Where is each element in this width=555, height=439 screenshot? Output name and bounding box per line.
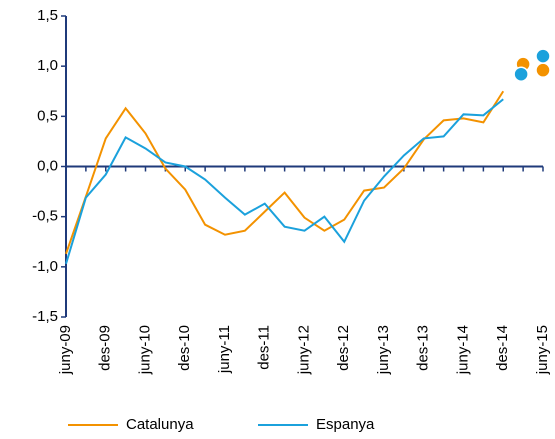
- x-tick-label: des-09: [97, 325, 114, 371]
- series-line: [65, 90, 505, 255]
- x-tick-label: des-11: [256, 325, 273, 370]
- forecast-dot: [535, 62, 551, 78]
- y-tick-label: -1,0: [32, 258, 58, 275]
- x-tick-label: juny-09: [57, 325, 74, 375]
- x-tick-label: juny-10: [136, 325, 153, 375]
- series-line: [65, 98, 504, 265]
- y-tick-label: 1,5: [37, 7, 58, 24]
- y-tick-label: -1,5: [32, 308, 58, 325]
- x-tick-label: des-13: [415, 325, 432, 371]
- forecast-dot: [535, 48, 551, 64]
- forecast-dot: [513, 66, 529, 82]
- x-tick-label: des-12: [335, 325, 352, 371]
- x-tick-label: des-14: [494, 325, 511, 371]
- x-tick-label: des-10: [176, 325, 193, 371]
- x-tick-label: juny-11: [216, 325, 233, 374]
- y-tick-label: -0,5: [32, 208, 58, 225]
- y-tick-label: 1,0: [37, 57, 58, 74]
- x-tick-label: juny-15: [534, 325, 551, 375]
- legend-label: Espanya: [316, 416, 375, 433]
- x-tick-label: juny-12: [295, 325, 312, 375]
- x-tick-label: juny-13: [375, 325, 392, 375]
- x-tick-label: juny-14: [454, 325, 471, 375]
- y-tick-label: 0,5: [37, 107, 58, 124]
- legend-label: Catalunya: [126, 416, 194, 433]
- y-tick-label: 0,0: [37, 157, 58, 174]
